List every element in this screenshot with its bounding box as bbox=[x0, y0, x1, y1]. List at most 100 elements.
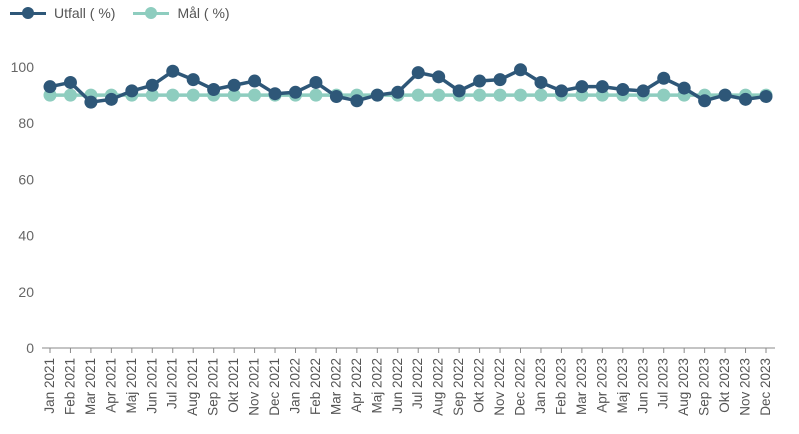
mal-point[interactable] bbox=[534, 88, 548, 102]
x-tick-label: Jun 2022 bbox=[390, 358, 405, 414]
utfall-point[interactable] bbox=[268, 87, 282, 101]
utfall-point[interactable] bbox=[452, 84, 466, 98]
x-tick-label: Feb 2022 bbox=[308, 358, 323, 415]
x-tick-label: Okt 2022 bbox=[472, 358, 487, 413]
x-tick-label: Maj 2022 bbox=[369, 358, 384, 414]
x-tick-label: Maj 2021 bbox=[124, 358, 139, 414]
utfall-point[interactable] bbox=[391, 85, 405, 99]
utfall-point[interactable] bbox=[207, 82, 221, 96]
x-tick-label: Apr 2023 bbox=[594, 358, 609, 413]
utfall-point[interactable] bbox=[636, 84, 650, 98]
utfall-point[interactable] bbox=[534, 75, 548, 89]
mal-point[interactable] bbox=[473, 88, 487, 102]
x-tick-label: Apr 2021 bbox=[103, 358, 118, 413]
x-tick-label: Feb 2023 bbox=[553, 358, 568, 415]
x-tick-label: Jul 2021 bbox=[165, 358, 180, 409]
utfall-point[interactable] bbox=[698, 94, 712, 108]
utfall-point[interactable] bbox=[166, 64, 180, 78]
y-tick-label: 0 bbox=[26, 340, 34, 356]
legend-label-utfall: Utfall ( %) bbox=[54, 5, 116, 21]
mal-point[interactable] bbox=[145, 88, 159, 102]
mal-point[interactable] bbox=[514, 88, 528, 102]
utfall-point[interactable] bbox=[493, 73, 507, 87]
x-tick-label: Aug 2021 bbox=[185, 358, 200, 416]
mal-point[interactable] bbox=[166, 88, 180, 102]
utfall-point[interactable] bbox=[575, 80, 589, 94]
mal-point[interactable] bbox=[493, 88, 507, 102]
mal-point[interactable] bbox=[186, 88, 200, 102]
y-tick-label: 20 bbox=[18, 284, 34, 300]
x-tick-label: Sep 2023 bbox=[697, 358, 712, 416]
x-tick-label: Nov 2023 bbox=[738, 358, 753, 416]
mal-point[interactable] bbox=[63, 88, 77, 102]
utfall-point[interactable] bbox=[759, 90, 773, 104]
x-axis: Jan 2021 Feb 2021 Mar 2021 Apr 2021 Maj 2021… bbox=[42, 347, 775, 416]
x-tick-label: Jul 2022 bbox=[410, 358, 425, 409]
y-tick-label: 40 bbox=[18, 228, 34, 244]
x-tick-label: Sep 2022 bbox=[451, 358, 466, 416]
x-tick-label: Aug 2022 bbox=[431, 358, 446, 416]
utfall-point[interactable] bbox=[227, 78, 241, 92]
utfall-point[interactable] bbox=[411, 66, 425, 80]
x-tick-label: Okt 2021 bbox=[226, 358, 241, 413]
x-tick-label: Nov 2021 bbox=[247, 358, 262, 416]
x-tick-label: Jun 2023 bbox=[635, 358, 650, 414]
x-tick-label: Okt 2023 bbox=[717, 358, 732, 413]
mal-point[interactable] bbox=[411, 88, 425, 102]
y-axis: 0 20 40 60 80 100 bbox=[11, 59, 35, 356]
utfall-point[interactable] bbox=[554, 84, 568, 98]
utfall-point[interactable] bbox=[595, 80, 609, 94]
x-tick-label: Dec 2021 bbox=[267, 358, 282, 416]
utfall-point[interactable] bbox=[432, 70, 446, 84]
utfall-point[interactable] bbox=[677, 81, 691, 95]
x-tick-label: Dec 2022 bbox=[513, 358, 528, 416]
utfall-point[interactable] bbox=[63, 75, 77, 89]
x-tick-label: Mar 2021 bbox=[83, 358, 98, 415]
x-tick-label: Feb 2021 bbox=[62, 358, 77, 415]
mal-point[interactable] bbox=[309, 88, 323, 102]
utfall-point[interactable] bbox=[309, 75, 323, 89]
utfall-point[interactable] bbox=[473, 74, 487, 88]
x-tick-label: Maj 2023 bbox=[615, 358, 630, 414]
utfall-point[interactable] bbox=[125, 84, 139, 98]
utfall-point[interactable] bbox=[248, 74, 262, 88]
utfall-point[interactable] bbox=[657, 71, 671, 85]
utfall-point[interactable] bbox=[718, 88, 732, 102]
series-layer bbox=[43, 63, 773, 109]
x-tick-label: Jul 2023 bbox=[656, 358, 671, 409]
legend-item-utfall[interactable]: Utfall ( %) bbox=[10, 5, 115, 21]
legend-swatch-utfall bbox=[10, 6, 46, 20]
utfall-point[interactable] bbox=[186, 73, 200, 87]
legend-label-mal: Mål ( %) bbox=[177, 5, 230, 21]
mal-point[interactable] bbox=[248, 88, 262, 102]
x-tick-label: Nov 2022 bbox=[492, 358, 507, 416]
x-tick-label: Jan 2021 bbox=[42, 358, 57, 414]
legend-item-mal[interactable]: Mål ( %) bbox=[133, 5, 230, 21]
utfall-point[interactable] bbox=[329, 90, 343, 104]
utfall-point[interactable] bbox=[84, 95, 98, 109]
utfall-point[interactable] bbox=[145, 78, 159, 92]
x-tick-label: Mar 2022 bbox=[328, 358, 343, 415]
x-tick-label: Jun 2021 bbox=[144, 358, 159, 414]
mal-point[interactable] bbox=[657, 88, 671, 102]
utfall-point[interactable] bbox=[350, 94, 364, 108]
utfall-point[interactable] bbox=[104, 92, 118, 106]
mal-point[interactable] bbox=[432, 88, 446, 102]
y-tick-label: 100 bbox=[11, 59, 35, 75]
utfall-point[interactable] bbox=[514, 63, 528, 77]
x-tick-label: Jan 2022 bbox=[287, 358, 302, 414]
series-utfall bbox=[43, 63, 773, 109]
mal-point[interactable] bbox=[227, 88, 241, 102]
utfall-point[interactable] bbox=[43, 80, 57, 94]
x-tick-label: Aug 2023 bbox=[676, 358, 691, 416]
legend-swatch-mal bbox=[133, 6, 170, 20]
legend: Utfall ( %) Mål ( %) bbox=[10, 5, 230, 21]
y-tick-label: 60 bbox=[18, 171, 34, 187]
utfall-point[interactable] bbox=[616, 82, 630, 96]
x-tick-label: Jan 2023 bbox=[533, 358, 548, 414]
utfall-point[interactable] bbox=[370, 88, 384, 102]
x-tick-label: Sep 2021 bbox=[206, 358, 221, 416]
utfall-point[interactable] bbox=[739, 92, 753, 106]
utfall-point[interactable] bbox=[288, 85, 302, 99]
